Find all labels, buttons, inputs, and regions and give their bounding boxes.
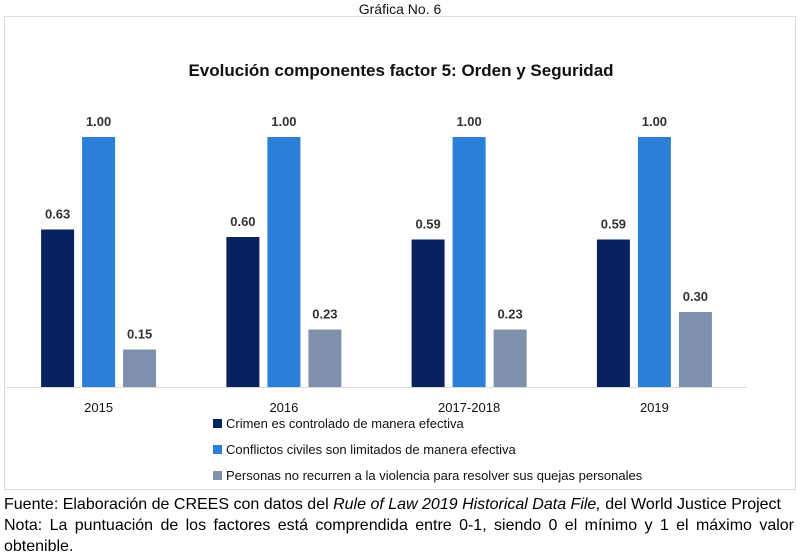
data-label: 0.23	[312, 307, 337, 322]
data-labels-group: 0.63 1.00 0.15 0.60 1.00 0.23 0.59 1.00 0.23 0.59…	[45, 114, 708, 342]
legend-label: Crimen es controlado de manera efectiva	[226, 416, 465, 431]
bar-chart: Evolución componentes factor 5: Orden y …	[6, 61, 747, 483]
legend-swatch	[213, 445, 222, 454]
bar	[226, 237, 260, 387]
data-label: 1.00	[642, 114, 667, 129]
data-label: 0.23	[497, 307, 522, 322]
bar	[41, 229, 75, 387]
source-suffix: del World Justice Project	[600, 496, 781, 513]
data-label: 0.30	[683, 289, 708, 304]
bars-group	[41, 137, 712, 387]
legend-label: Personas no recurren a la violencia para…	[226, 468, 643, 483]
bar	[267, 137, 301, 387]
bar	[411, 239, 445, 387]
data-label: 0.60	[230, 214, 255, 229]
x-tick-label: 2016	[269, 400, 298, 415]
bar	[123, 349, 157, 387]
data-label: 1.00	[86, 114, 111, 129]
data-label: 0.63	[45, 207, 70, 222]
data-label: 0.59	[601, 217, 626, 232]
data-label: 1.00	[456, 114, 481, 129]
bar	[308, 329, 342, 387]
bar	[82, 137, 116, 387]
x-tick-label: 2015	[84, 400, 113, 415]
figure-footer: Fuente: Elaboración de CREES con datos d…	[4, 494, 794, 557]
x-tick-label: 2017-2018	[438, 400, 500, 415]
note-text: Nota: La puntuación de los factores está…	[4, 517, 794, 555]
source-line: Fuente: Elaboración de CREES con datos d…	[4, 494, 794, 515]
source-dataset: Rule of Law 2019 Historical Data File,	[333, 496, 601, 513]
bar	[637, 137, 671, 387]
bar	[493, 329, 527, 387]
legend-label: Conflictos civiles son limitados de mane…	[226, 442, 517, 457]
source-prefix: Fuente: Elaboración de CREES con datos d…	[4, 496, 334, 513]
x-tick-labels: 2015 2016 2017-2018 2019	[84, 400, 669, 415]
bar	[452, 137, 486, 387]
legend: Crimen es controlado de manera efectiva C…	[213, 416, 643, 483]
data-label: 1.00	[271, 114, 296, 129]
data-label: 0.59	[415, 217, 440, 232]
data-label: 0.15	[127, 327, 152, 342]
legend-swatch	[213, 471, 222, 480]
x-tick-label: 2019	[640, 400, 669, 415]
chart-title: Evolución componentes factor 5: Orden y …	[188, 61, 613, 80]
figure-caption: Gráfica No. 6	[358, 1, 442, 17]
legend-swatch	[213, 419, 222, 428]
bar	[678, 312, 712, 387]
chart-frame: Evolución componentes factor 5: Orden y …	[4, 16, 796, 490]
bar	[596, 239, 630, 387]
